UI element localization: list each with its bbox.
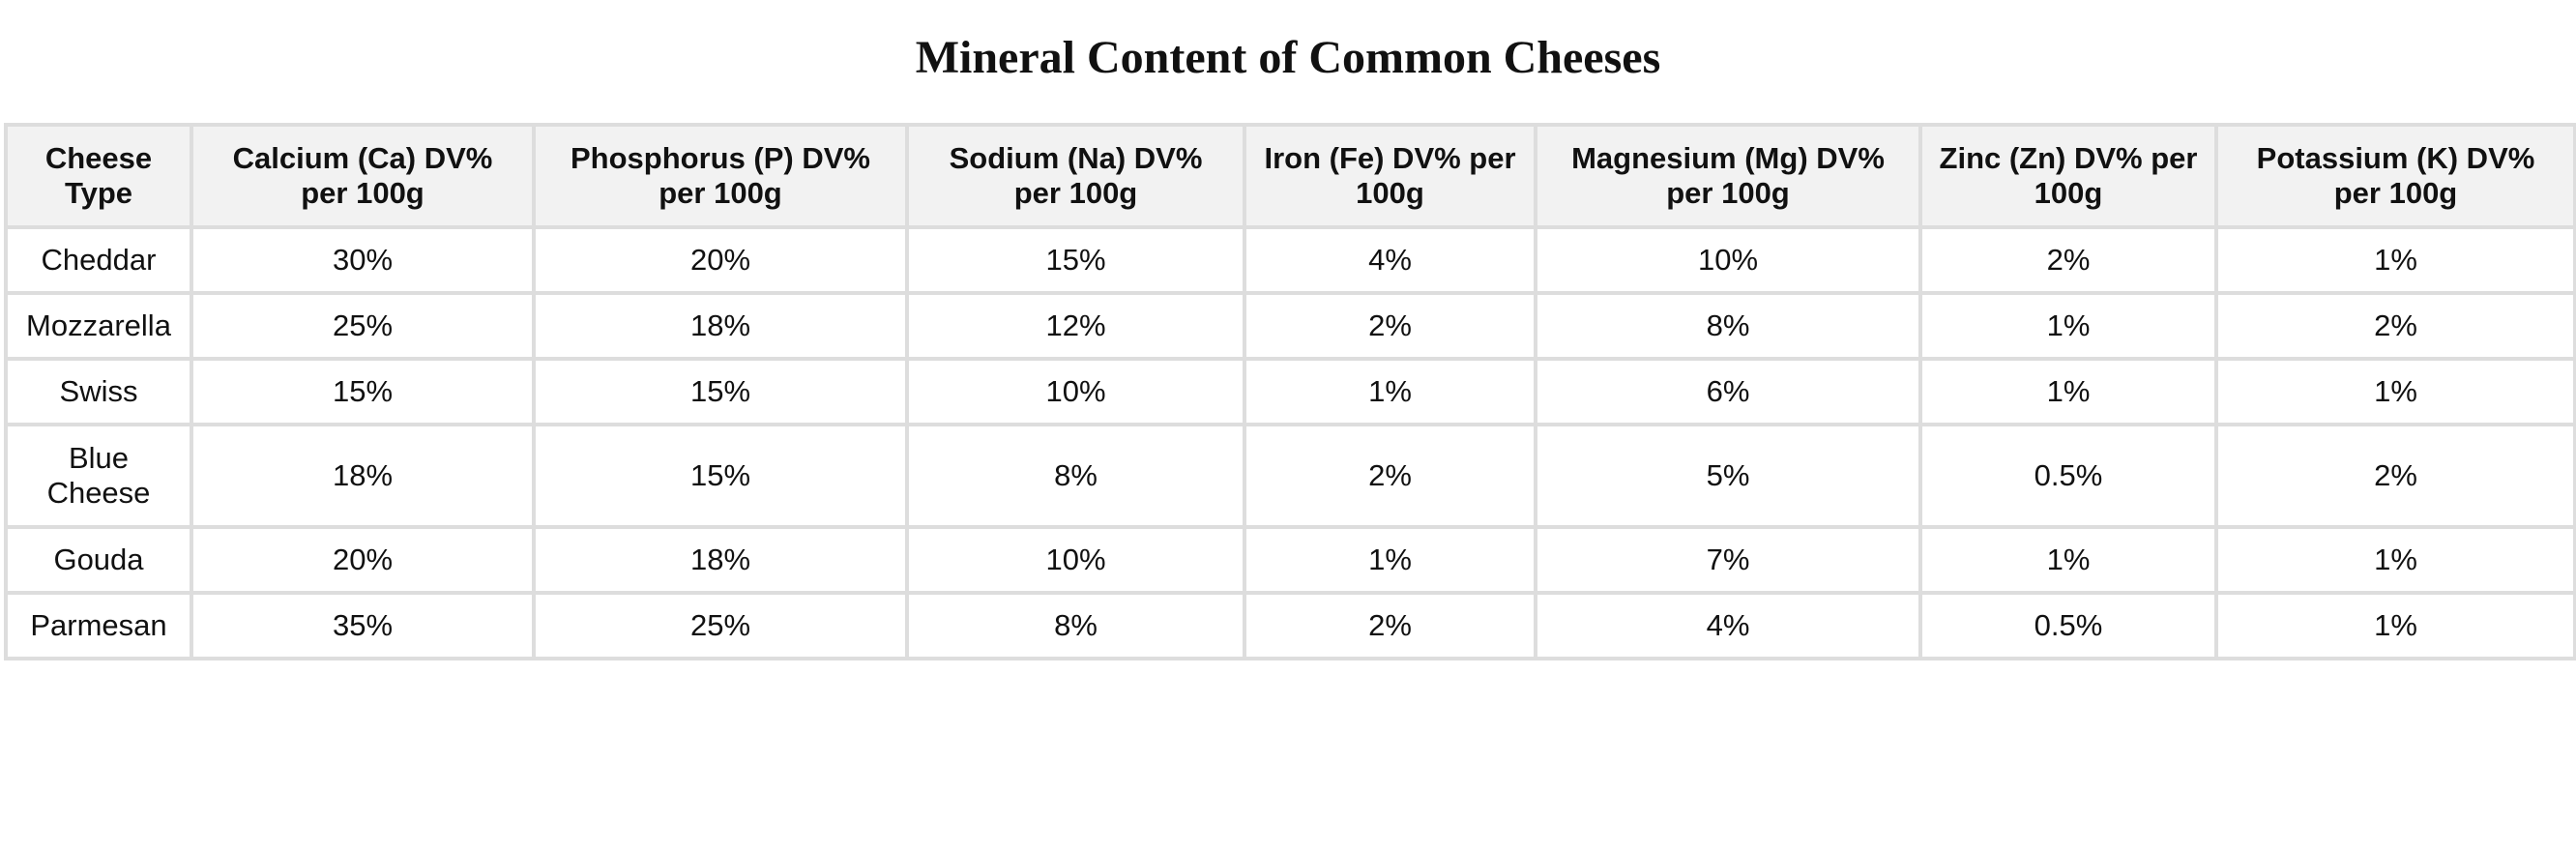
cell-sodium: 8% bbox=[905, 591, 1246, 660]
cell-calcium: 15% bbox=[190, 357, 536, 426]
cell-iron: 1% bbox=[1243, 357, 1537, 426]
header-magnesium: Magnesium (Mg) DV% per 100g bbox=[1534, 123, 1922, 229]
cell-sodium: 15% bbox=[905, 225, 1246, 295]
cell-zinc: 2% bbox=[1918, 225, 2218, 295]
cell-magnesium: 4% bbox=[1534, 591, 1922, 660]
cell-calcium: 20% bbox=[190, 525, 536, 595]
cell-calcium: 25% bbox=[190, 291, 536, 361]
cell-magnesium: 5% bbox=[1534, 423, 1922, 529]
cell-iron: 1% bbox=[1243, 525, 1537, 595]
cell-magnesium: 6% bbox=[1534, 357, 1922, 426]
cell-sodium: 12% bbox=[905, 291, 1246, 361]
header-phosphorus: Phosphorus (P) DV% per 100g bbox=[532, 123, 909, 229]
cell-iron: 4% bbox=[1243, 225, 1537, 295]
cell-cheese-type: Mozzarella bbox=[4, 291, 193, 361]
header-potassium: Potassium (K) DV% per 100g bbox=[2214, 123, 2576, 229]
cell-cheese-type: Blue Cheese bbox=[4, 423, 193, 529]
cell-calcium: 35% bbox=[190, 591, 536, 660]
cell-potassium: 2% bbox=[2214, 291, 2576, 361]
table-row: Gouda 20% 18% 10% 1% 7% 1% 1% bbox=[4, 525, 2576, 595]
cell-sodium: 10% bbox=[905, 525, 1246, 595]
cell-potassium: 2% bbox=[2214, 423, 2576, 529]
cell-magnesium: 7% bbox=[1534, 525, 1922, 595]
table-row: Mozzarella 25% 18% 12% 2% 8% 1% 2% bbox=[4, 291, 2576, 361]
cell-iron: 2% bbox=[1243, 291, 1537, 361]
page-title: Mineral Content of Common Cheeses bbox=[915, 32, 1661, 83]
cell-zinc: 1% bbox=[1918, 291, 2218, 361]
cell-calcium: 18% bbox=[190, 423, 536, 529]
cell-sodium: 10% bbox=[905, 357, 1246, 426]
cell-cheese-type: Gouda bbox=[4, 525, 193, 595]
cell-cheese-type: Cheddar bbox=[4, 225, 193, 295]
table-row: Swiss 15% 15% 10% 1% 6% 1% 1% bbox=[4, 357, 2576, 426]
cell-phosphorus: 18% bbox=[532, 291, 909, 361]
cell-iron: 2% bbox=[1243, 423, 1537, 529]
cell-zinc: 0.5% bbox=[1918, 423, 2218, 529]
cell-cheese-type: Swiss bbox=[4, 357, 193, 426]
cell-zinc: 0.5% bbox=[1918, 591, 2218, 660]
cell-phosphorus: 18% bbox=[532, 525, 909, 595]
cell-zinc: 1% bbox=[1918, 525, 2218, 595]
cell-phosphorus: 15% bbox=[532, 423, 909, 529]
header-zinc: Zinc (Zn) DV% per 100g bbox=[1918, 123, 2218, 229]
cell-zinc: 1% bbox=[1918, 357, 2218, 426]
header-iron: Iron (Fe) DV% per 100g bbox=[1243, 123, 1537, 229]
cell-magnesium: 10% bbox=[1534, 225, 1922, 295]
mineral-table: Cheese Type Calcium (Ca) DV% per 100g Ph… bbox=[4, 123, 2576, 660]
cell-cheese-type: Parmesan bbox=[4, 591, 193, 660]
cell-potassium: 1% bbox=[2214, 525, 2576, 595]
cell-potassium: 1% bbox=[2214, 591, 2576, 660]
cell-sodium: 8% bbox=[905, 423, 1246, 529]
cell-phosphorus: 25% bbox=[532, 591, 909, 660]
cell-potassium: 1% bbox=[2214, 225, 2576, 295]
cell-iron: 2% bbox=[1243, 591, 1537, 660]
header-sodium: Sodium (Na) DV% per 100g bbox=[905, 123, 1246, 229]
cell-calcium: 30% bbox=[190, 225, 536, 295]
cell-magnesium: 8% bbox=[1534, 291, 1922, 361]
table-header-row: Cheese Type Calcium (Ca) DV% per 100g Ph… bbox=[4, 123, 2576, 229]
header-cheese-type: Cheese Type bbox=[4, 123, 193, 229]
table-row: Parmesan 35% 25% 8% 2% 4% 0.5% 1% bbox=[4, 591, 2576, 660]
table-row: Cheddar 30% 20% 15% 4% 10% 2% 1% bbox=[4, 225, 2576, 295]
cell-phosphorus: 20% bbox=[532, 225, 909, 295]
table-row: Blue Cheese 18% 15% 8% 2% 5% 0.5% 2% bbox=[4, 423, 2576, 529]
cell-potassium: 1% bbox=[2214, 357, 2576, 426]
cell-phosphorus: 15% bbox=[532, 357, 909, 426]
header-calcium: Calcium (Ca) DV% per 100g bbox=[190, 123, 536, 229]
